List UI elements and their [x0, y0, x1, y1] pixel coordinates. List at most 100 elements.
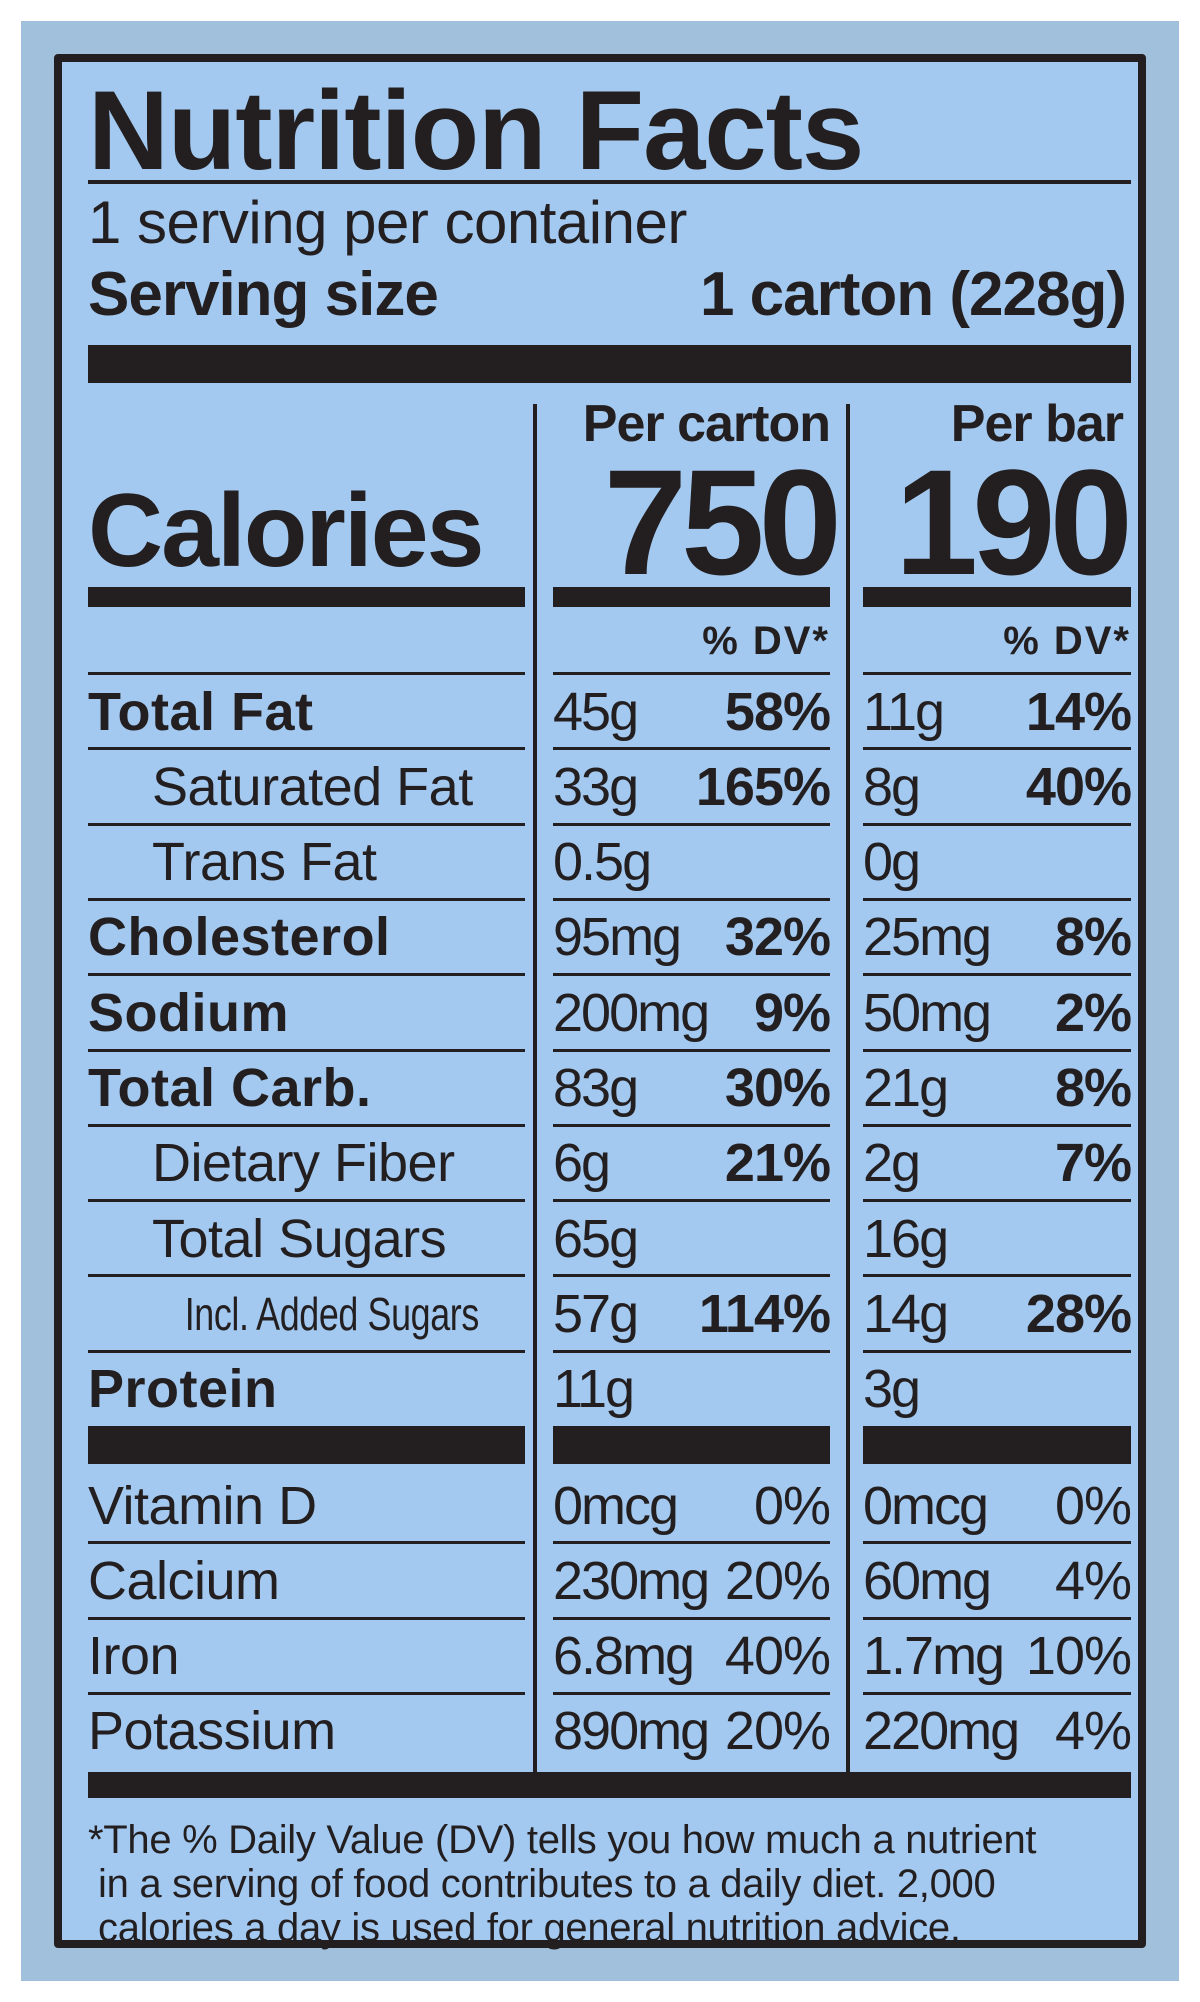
- nutrient-dv: 14%: [1025, 681, 1132, 742]
- calories-carton: 750: [603, 438, 842, 606]
- row-divider: [863, 1274, 1131, 1278]
- row-divider: [88, 1199, 525, 1203]
- nutrient-label: Vitamin D: [88, 1475, 317, 1536]
- nutrient-amount: 33g: [553, 756, 639, 817]
- nutrient-amount: 57g: [553, 1283, 639, 1344]
- nutrient-dv: 32%: [724, 907, 831, 968]
- nutrient-carton-cell: 0mcg 0%: [553, 1468, 831, 1543]
- row-divider: [863, 1541, 1131, 1545]
- nutrient-amount: 83g: [553, 1058, 639, 1118]
- nutrient-row-label: Dietary Fiber: [88, 1126, 525, 1201]
- nutrient-amount: 11g: [863, 681, 945, 742]
- row-divider: [88, 1274, 525, 1278]
- footnote-line: in a serving of food contributes to a da…: [98, 1862, 996, 1906]
- row-divider: [863, 822, 1131, 826]
- nutrition-facts-panel: Nutrition Facts 1 serving per container …: [54, 54, 1146, 1950]
- nutrient-carton-cell: 0.5g: [553, 825, 830, 900]
- nutrient-carton-cell: 890mg 20%: [553, 1694, 831, 1769]
- column-header-carton: Per carton: [582, 395, 831, 453]
- nutrient-amount: 65g: [553, 1208, 639, 1269]
- column-header-bar: Per bar: [950, 395, 1124, 453]
- nutrient-amount: 230mg: [553, 1550, 710, 1611]
- nutrient-dv: 0%: [753, 1475, 831, 1536]
- nutrient-bar-cell: 2g 7%: [863, 1126, 1132, 1201]
- nutrient-bar-cell: 60mg 4%: [863, 1543, 1132, 1618]
- nutrient-row-label: Calcium: [88, 1543, 525, 1618]
- thick-bar: [88, 345, 1131, 383]
- servings-per-container: 1 serving per container: [88, 189, 687, 256]
- nutrient-amount: 25mg: [863, 907, 992, 968]
- row-divider: [553, 1123, 830, 1127]
- nutrient-row-label: Protein: [88, 1352, 525, 1427]
- nutrient-row-label: Trans Fat: [88, 825, 525, 900]
- row-divider: [88, 1048, 525, 1052]
- nutrient-dv: 0%: [1054, 1475, 1132, 1536]
- nutrient-row-label: Total Sugars: [88, 1201, 525, 1276]
- nutrient-amount: 2g: [863, 1133, 921, 1194]
- nutrient-bar-cell: 50mg 2%: [863, 975, 1132, 1050]
- row-divider: [863, 973, 1131, 977]
- nutrient-amount: 8g: [863, 756, 921, 817]
- nutrient-bar-cell: 8g 40%: [863, 749, 1132, 824]
- nutrient-label: Dietary Fiber: [152, 1133, 455, 1194]
- row-divider: [553, 897, 830, 901]
- nutrient-amount: 11g: [553, 1359, 635, 1420]
- nutrient-dv: 40%: [724, 1626, 831, 1687]
- nutrient-carton-cell: 65g: [553, 1201, 830, 1276]
- nutrient-label: Saturated Fat: [152, 756, 473, 817]
- nutrient-dv: 20%: [724, 1701, 831, 1762]
- nutrient-label: Cholesterol: [88, 907, 391, 968]
- serving-size-label: Serving size: [88, 260, 439, 329]
- nutrient-dv: 4%: [1054, 1701, 1132, 1762]
- nutrient-amount: 0mcg: [863, 1475, 989, 1536]
- footnote-line: *The % Daily Value (DV) tells you how mu…: [88, 1818, 1037, 1862]
- nutrient-bar-cell: 11g 14%: [863, 674, 1132, 749]
- nutrient-dv: 114%: [698, 1283, 831, 1344]
- nutrient-carton-cell: 11g: [553, 1352, 830, 1427]
- nutrient-amount: 0.5g: [553, 832, 652, 893]
- dv-header-carton: % DV*: [702, 619, 830, 663]
- calories-bar-rule: [88, 587, 525, 607]
- nutrient-amount: 1.7mg: [863, 1626, 1005, 1687]
- row-divider: [863, 1199, 1131, 1203]
- nutrient-carton-cell: 6.8mg 40%: [553, 1619, 831, 1694]
- nutrient-row-label: Total Fat: [88, 674, 525, 749]
- row-divider: [553, 1274, 830, 1278]
- nutrient-amount: 6g: [553, 1133, 611, 1194]
- nutrient-amount: 14g: [863, 1283, 949, 1344]
- row-divider: [553, 1048, 830, 1052]
- footnote: *The % Daily Value (DV) tells you how mu…: [88, 1818, 1118, 1950]
- nutrient-amount: 890mg: [553, 1701, 710, 1762]
- calories-bar-rule: [553, 587, 830, 607]
- nutrient-label: Total Sugars: [152, 1208, 447, 1269]
- serving-size-value: 1 carton (228g): [699, 260, 1127, 329]
- nutrient-amount: 95mg: [553, 907, 682, 968]
- row-divider: [863, 1048, 1131, 1052]
- nutrient-row-label: Saturated Fat: [88, 749, 525, 824]
- row-divider: [553, 973, 830, 977]
- row-divider: [863, 897, 1131, 901]
- nutrient-bar-cell: 0g: [863, 825, 1131, 900]
- nutrient-row-label: Total Carb.: [88, 1051, 525, 1126]
- thick-bar: [88, 1426, 525, 1464]
- row-divider: [863, 1616, 1131, 1620]
- nutrient-bar-cell: 21g 8%: [863, 1051, 1132, 1126]
- nutrient-amount: 200mg: [553, 982, 710, 1043]
- footnote-line: calories a day is used for general nutri…: [98, 1906, 961, 1950]
- nutrient-dv: 20%: [724, 1550, 831, 1611]
- nutrient-label: Sodium: [88, 982, 289, 1043]
- row-divider: [88, 897, 525, 901]
- row-divider: [88, 672, 525, 675]
- row-divider: [88, 1616, 525, 1620]
- nutrient-bar-cell: 14g 28%: [863, 1276, 1132, 1351]
- nutrient-row-label: Cholesterol: [88, 900, 525, 975]
- row-divider: [553, 747, 830, 751]
- nutrient-row-label: Iron: [88, 1619, 525, 1694]
- nutrient-row-label: Potassium: [88, 1694, 525, 1769]
- thick-bar: [553, 1426, 830, 1464]
- divider: [88, 180, 1131, 184]
- nutrient-dv: 58%: [724, 681, 831, 742]
- nutrient-carton-cell: 95mg 32%: [553, 900, 831, 975]
- row-divider: [553, 822, 830, 826]
- nutrient-label: Potassium: [88, 1701, 336, 1762]
